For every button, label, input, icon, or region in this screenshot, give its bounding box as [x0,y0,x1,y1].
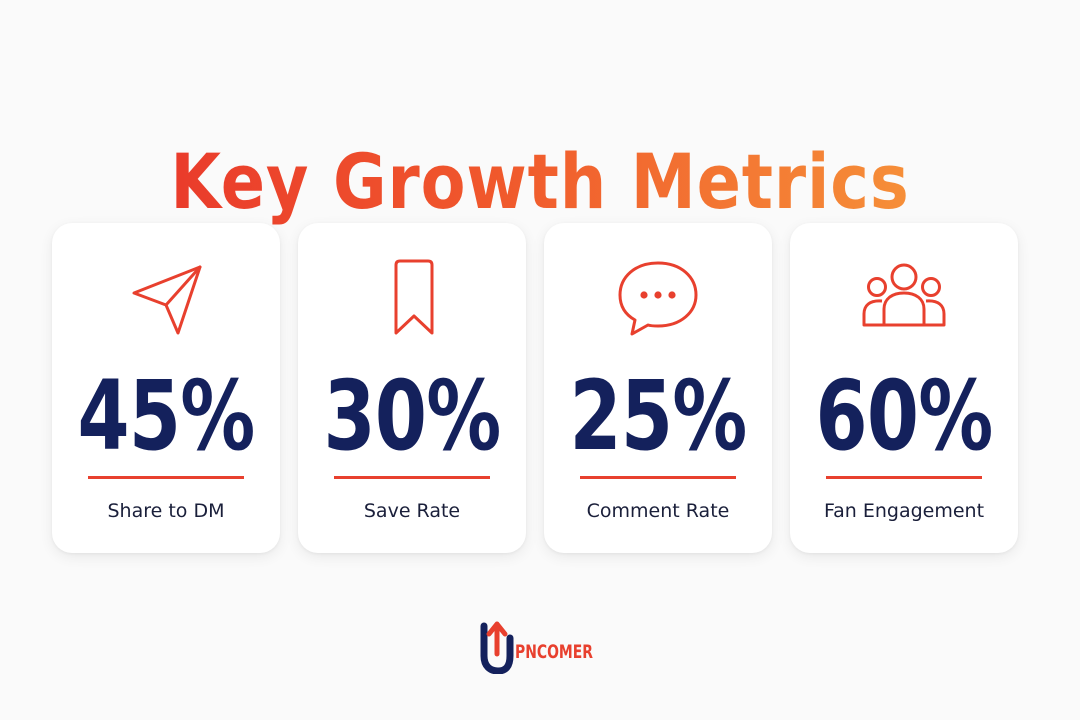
metric-card-fan-engagement: 60% Fan Engagement [790,223,1018,553]
speech-bubble-icon [608,253,708,343]
metric-divider [580,476,736,479]
page-title: Key Growth Metrics [76,137,1005,227]
metric-label: Fan Engagement [823,500,985,522]
users-group-icon [854,253,954,343]
svg-text:PNCOMER: PNCOMER [515,641,593,663]
metric-card-comment-rate: 25% Comment Rate [544,223,772,553]
metric-value: 25% [569,360,748,472]
metric-label: Comment Rate [586,500,730,522]
metric-value: 60% [815,360,994,472]
metric-label: Share to DM [107,500,225,522]
metric-value: 45% [77,360,256,472]
metric-label: Save Rate [363,500,461,522]
metrics-grid: 45% Share to DM 30% Save Rate 25% Commen… [52,223,1028,553]
bookmark-icon [362,253,462,343]
paper-plane-icon [116,253,216,343]
metric-value: 30% [323,360,502,472]
metric-divider [826,476,982,479]
metric-card-save-rate: 30% Save Rate [298,223,526,553]
metric-card-share-to-dm: 45% Share to DM [52,223,280,553]
metric-divider [334,476,490,479]
metric-divider [88,476,244,479]
brand-logo: PNCOMER [480,620,600,674]
